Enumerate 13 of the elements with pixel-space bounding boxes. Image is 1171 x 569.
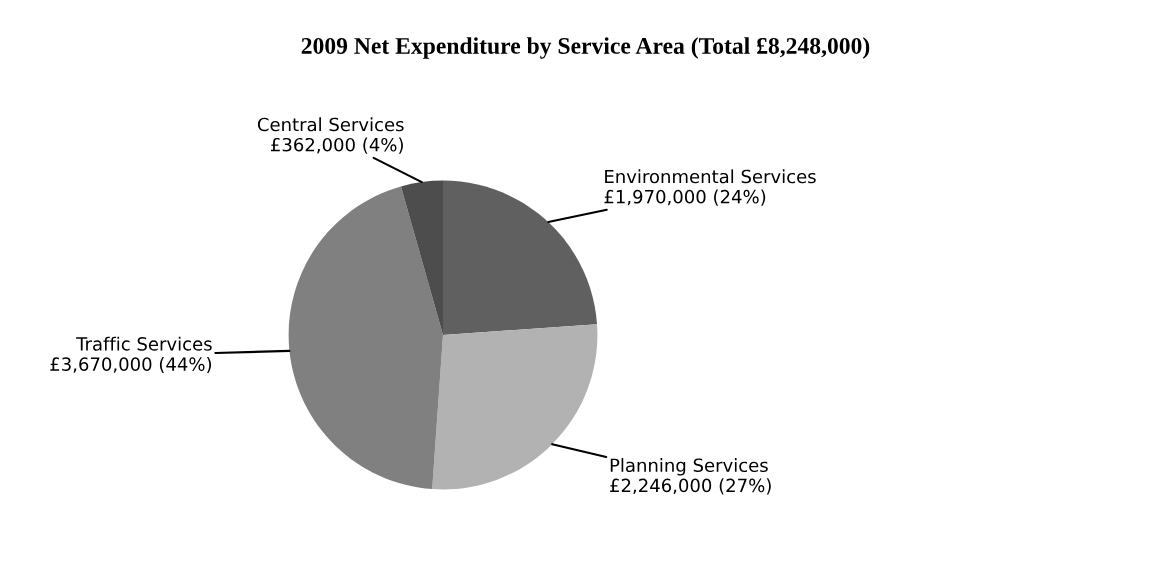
slice-label: Traffic Services <box>76 336 212 351</box>
pie-slice <box>288 186 443 490</box>
slice-label: Environmental Services <box>605 169 816 184</box>
pie-slice <box>400 180 443 335</box>
slice-label: Planning Services <box>610 458 768 476</box>
slice-label: Central Services <box>257 117 404 132</box>
data-label: £3,670,000 (44%) <box>50 357 212 374</box>
data-label: £362,000 (4%) <box>271 137 403 154</box>
chart-title: 2009 Net Expenditure by Service Area (Total £8,248,000) <box>301 37 870 59</box>
pie-slice <box>443 180 598 335</box>
data-label: £2,246,000 (27%) <box>610 478 771 495</box>
pie-slice <box>432 324 598 490</box>
data-label: £1,970,000 (24%) <box>604 189 766 206</box>
